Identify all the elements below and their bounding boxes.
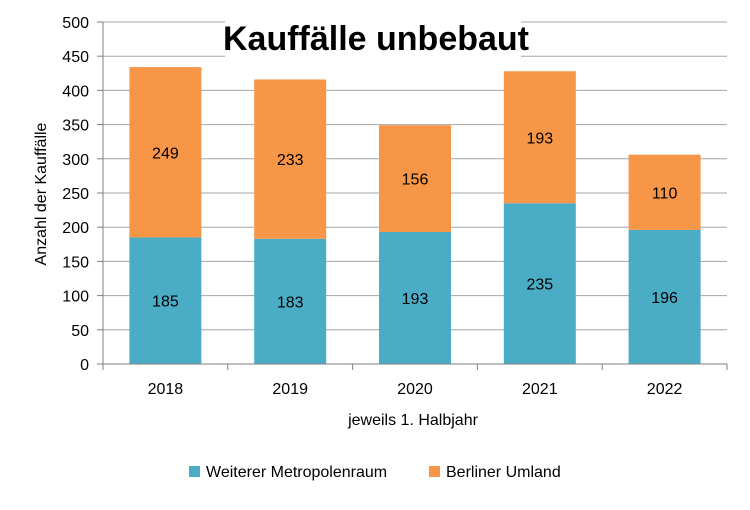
y-tick-label: 300 bbox=[62, 152, 89, 169]
x-tick-label: 2022 bbox=[647, 381, 683, 398]
data-label: 196 bbox=[651, 290, 678, 307]
data-label: 193 bbox=[526, 130, 553, 147]
y-tick-label: 400 bbox=[62, 83, 89, 100]
axes bbox=[97, 21, 728, 370]
title-background bbox=[225, 16, 521, 60]
y-tick-label: 350 bbox=[62, 118, 89, 135]
data-label: 110 bbox=[652, 185, 678, 202]
bar-segment-2019-metropolenraum bbox=[254, 238, 327, 364]
data-label: 183 bbox=[277, 294, 304, 311]
chart-title: Kauffälle unbebaut bbox=[223, 20, 529, 58]
legend-swatch bbox=[189, 466, 200, 477]
legend-swatch bbox=[429, 466, 440, 477]
y-tick-label: 100 bbox=[62, 289, 89, 306]
x-axis-label: jeweils 1. Halbjahr bbox=[347, 412, 479, 429]
x-tick-label: 2019 bbox=[272, 381, 308, 398]
data-label: 233 bbox=[277, 152, 304, 169]
x-tick-label: 2018 bbox=[148, 381, 184, 398]
y-tick-label: 450 bbox=[62, 49, 89, 66]
bar-segment-2018-umland bbox=[129, 67, 202, 238]
y-tick-label: 50 bbox=[71, 323, 89, 340]
data-label: 235 bbox=[526, 277, 553, 294]
y-tick-labels: 0 50 100 150 200 250 300 350 400 450 500 bbox=[62, 15, 89, 374]
bar-segment-2019-umland bbox=[254, 79, 327, 239]
x-tick-label: 2021 bbox=[522, 381, 558, 398]
y-tick-label: 0 bbox=[80, 357, 89, 374]
y-tick-label: 200 bbox=[62, 220, 89, 237]
bar-segment-2022-metropolenraum bbox=[628, 229, 701, 364]
bar-segment-2021-metropolenraum bbox=[503, 203, 576, 364]
data-label: 156 bbox=[402, 172, 429, 189]
bar-segment-2020-umland bbox=[379, 125, 451, 232]
legend: Weiterer Metropolenraum Berliner Umland bbox=[189, 464, 561, 481]
x-tick-label: 2020 bbox=[397, 381, 433, 398]
bar-segment-2020-metropolenraum bbox=[379, 231, 451, 364]
y-axis-label: Anzahl der Kauffälle bbox=[33, 122, 50, 265]
y-tick-label: 500 bbox=[62, 15, 89, 32]
data-label: 185 bbox=[152, 294, 179, 311]
data-label: 193 bbox=[402, 291, 429, 308]
data-labels: 185 249 183 233 193 156 235 193 196 110 bbox=[152, 130, 678, 311]
legend-label: Weiterer Metropolenraum bbox=[206, 464, 387, 481]
data-label: 249 bbox=[152, 145, 179, 162]
bar-segment-2018-metropolenraum bbox=[129, 237, 202, 364]
y-tick-label: 250 bbox=[62, 186, 89, 203]
y-tick-label: 150 bbox=[62, 254, 89, 271]
legend-label: Berliner Umland bbox=[446, 464, 561, 481]
bars bbox=[129, 67, 701, 364]
x-tick-labels: 2018 2019 2020 2021 2022 bbox=[148, 381, 683, 398]
bar-segment-2021-umland bbox=[503, 71, 576, 204]
bar-segment-2022-umland bbox=[628, 154, 701, 230]
